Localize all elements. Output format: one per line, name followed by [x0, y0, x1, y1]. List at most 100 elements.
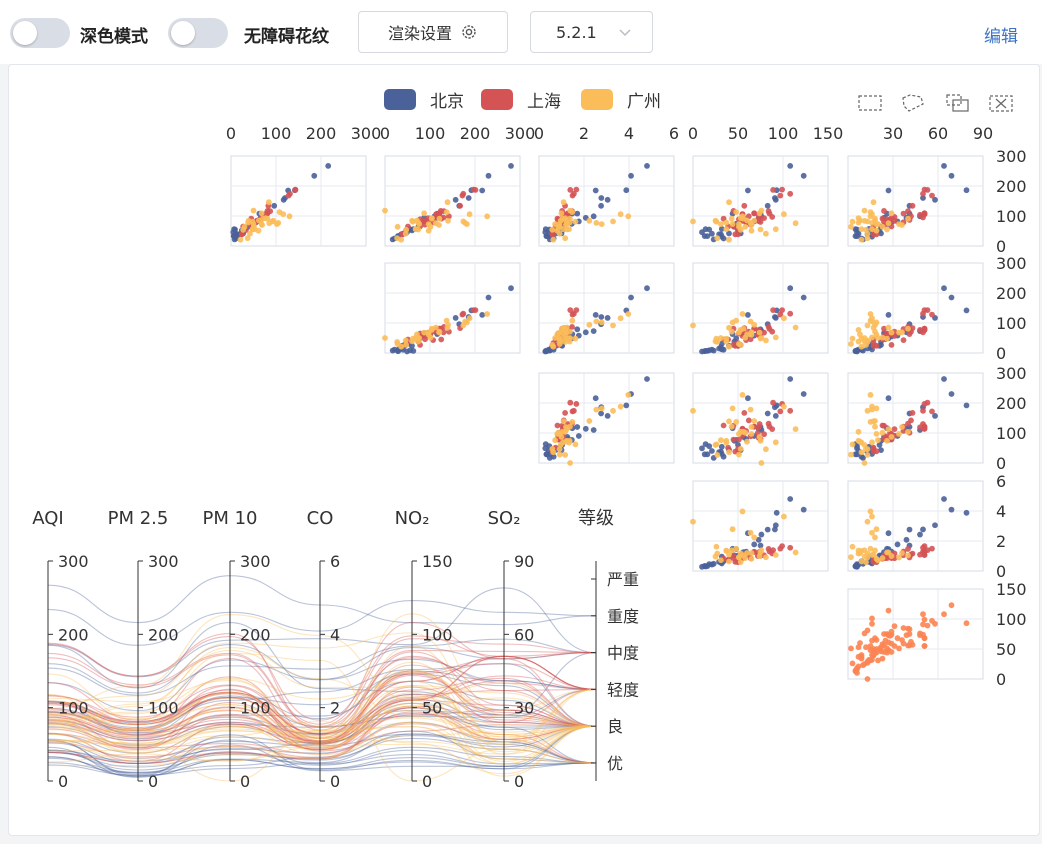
- scatter-point: [398, 236, 405, 243]
- axis-tick-label: 0: [148, 772, 158, 791]
- scatter-point: [436, 328, 443, 335]
- scatter-point: [382, 335, 388, 341]
- parallel-axis[interactable]: PM 10 0 100 200 300: [202, 508, 270, 791]
- cell-frame: [384, 155, 521, 247]
- edit-link[interactable]: 编辑: [984, 27, 1018, 47]
- scatter-point: [872, 423, 878, 430]
- scatter-point: [739, 392, 746, 398]
- scatter-point: [748, 550, 755, 556]
- scatter-point: [899, 637, 905, 643]
- scatter-point: [920, 621, 926, 628]
- scatter-point: [963, 620, 970, 627]
- scatter-point: [772, 314, 778, 320]
- right-axis-tick: 200: [996, 177, 1027, 196]
- scatter-point: [562, 428, 569, 435]
- scatter-point: [560, 324, 567, 331]
- scatter-point: [737, 550, 744, 557]
- cell-frame: [847, 262, 984, 354]
- scatter-point: [758, 460, 765, 466]
- scatter-point: [932, 413, 938, 419]
- right-axis-tick: 100: [996, 424, 1027, 443]
- clear-selection-icon[interactable]: [989, 95, 1013, 112]
- scatter-point: [963, 187, 970, 194]
- scatter-cell: [230, 155, 367, 247]
- scatter-point: [756, 434, 763, 440]
- scatter-point: [745, 312, 751, 318]
- scatter-point: [718, 233, 725, 240]
- select-lasso-icon[interactable]: [902, 94, 924, 112]
- scatter-point: [428, 327, 435, 333]
- scatter-point: [800, 294, 807, 301]
- scatter-point: [758, 547, 765, 554]
- scatter-point: [739, 213, 746, 220]
- render-settings-button[interactable]: 渲染设置: [358, 11, 508, 53]
- scatter-point: [729, 405, 736, 412]
- scatter-point: [777, 408, 784, 415]
- scatter-point: [751, 418, 758, 424]
- scatter-point: [848, 451, 854, 458]
- scatter-point: [869, 615, 875, 622]
- scatter-point: [625, 311, 632, 317]
- cell-frame: [847, 588, 984, 680]
- scatter-point: [444, 324, 451, 331]
- keep-selection-icon[interactable]: [946, 94, 969, 112]
- scatter-cell: [847, 588, 984, 682]
- scatter-point: [872, 635, 878, 642]
- right-axis-tick: 6: [996, 472, 1006, 491]
- scatter-point: [402, 337, 409, 344]
- right-axis-tick: 0: [996, 670, 1006, 689]
- scatter-point: [896, 554, 902, 561]
- pattern-toggle[interactable]: [168, 18, 228, 48]
- axis-tick-label: 60: [514, 625, 534, 644]
- scatter-point: [863, 342, 869, 348]
- scatter-point: [240, 226, 247, 233]
- scatter-point: [421, 210, 428, 217]
- scatter-point: [623, 187, 630, 194]
- scatter-point: [394, 223, 401, 230]
- parallel-axis[interactable]: AQI 0 100 200 300: [32, 508, 88, 791]
- scatter-point: [864, 235, 871, 242]
- scatter-point: [863, 559, 869, 566]
- scatter-point: [258, 210, 265, 217]
- axis-tick-label: 200: [240, 625, 271, 644]
- right-axis-tick: 100: [996, 610, 1027, 629]
- parallel-axis[interactable]: CO 0 2 4 6: [307, 508, 341, 791]
- axis-tick-label: 0: [240, 772, 250, 791]
- parallel-axis[interactable]: PM 2.5 0 100 200 300: [108, 508, 179, 791]
- scatter-point: [479, 312, 486, 318]
- scatter-point: [948, 391, 955, 397]
- scatter-point: [773, 509, 780, 516]
- scatter-point: [779, 307, 785, 313]
- scatter-point: [751, 541, 758, 548]
- scatter-point: [758, 335, 765, 341]
- scatter-point: [885, 324, 892, 331]
- select-rect-icon[interactable]: [858, 95, 882, 111]
- scatter-point: [573, 401, 580, 407]
- scatter-point: [909, 202, 916, 209]
- scatter-point: [963, 402, 970, 409]
- scatter-point: [644, 376, 650, 382]
- scatter-point: [604, 196, 611, 203]
- scatter-point: [479, 187, 486, 194]
- dark-mode-label: 深色模式: [80, 27, 148, 47]
- version-select[interactable]: 5.2.1: [530, 11, 653, 53]
- scatter-point: [879, 334, 886, 341]
- right-axis-tick: 300: [996, 254, 1027, 273]
- scatter-point: [867, 647, 874, 654]
- scatter-point: [416, 221, 423, 228]
- parallel-axis[interactable]: SO₂ 0 30 60 90: [488, 508, 535, 791]
- parallel-axis[interactable]: NO₂ 0 50 100 150: [395, 508, 453, 791]
- scatter-point: [644, 285, 650, 292]
- dark-mode-toggle[interactable]: [10, 18, 70, 48]
- render-settings-label: 渲染设置: [387, 24, 452, 43]
- top-axis-tick: 200: [460, 124, 491, 143]
- scatter-point: [598, 202, 604, 209]
- legend-item[interactable]: 上海: [481, 89, 561, 112]
- scatter-point: [888, 631, 895, 638]
- scatter-point: [900, 337, 907, 343]
- scatter-point: [781, 403, 787, 410]
- scatter-point: [929, 408, 935, 415]
- legend-item[interactable]: 北京: [384, 89, 464, 112]
- legend-item[interactable]: 广州: [581, 89, 661, 112]
